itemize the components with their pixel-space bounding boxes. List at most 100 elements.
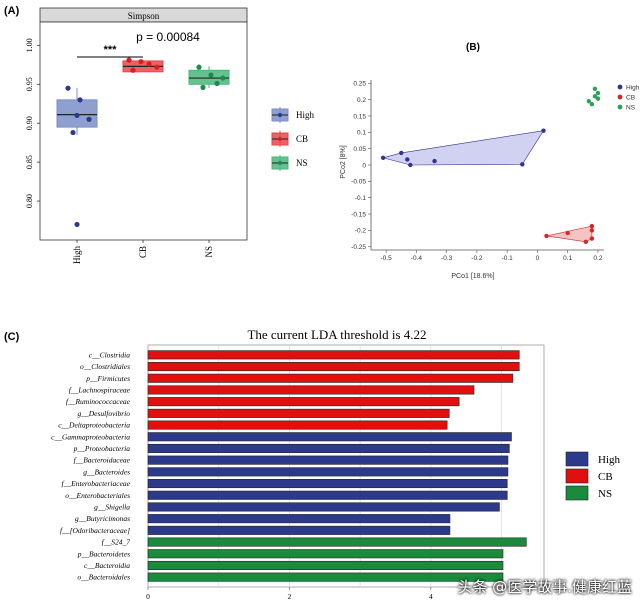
point-ns: [595, 96, 601, 101]
bar-label: g__Desulfovibrio: [78, 409, 131, 418]
significance-stars: ***: [104, 44, 118, 56]
x-tick-label: -0.1: [502, 255, 514, 262]
bar-label: f__Ruminococcaceae: [66, 397, 131, 406]
data-point: [214, 80, 220, 87]
bar-cb: [147, 408, 450, 418]
x-axis-title: PCo1 [18.6%]: [451, 273, 494, 280]
x-tick-label: NS: [204, 246, 214, 258]
y-tick-label: -0.2: [355, 228, 367, 235]
bar-label: c__Gammaproteobacteria: [51, 432, 130, 441]
bars: c__Clostridia o__Clostridiales p__Firmicut…: [51, 350, 527, 582]
axes: -0.5 -0.4 -0.3 -0.2 -0.1 0 0.1 0.2 -0.25 -0.2 -0.1…: [351, 81, 603, 262]
bar-label: f__[Odoribacteraceae]: [60, 526, 130, 535]
bar-label: o__Bacteroidales: [77, 573, 130, 582]
point-high: [541, 128, 546, 133]
y-axis-title: PCo2 [8%]: [340, 145, 347, 179]
legend: High CB NS: [617, 84, 640, 111]
x-tick-label: CB: [138, 246, 148, 258]
point-ns: [589, 101, 595, 107]
bar-ns: [147, 537, 527, 547]
data-point: [74, 221, 80, 228]
legend-label: NS: [296, 158, 308, 168]
y-tick-label: -0.25: [351, 244, 366, 251]
panel-b-pcoa: -0.5 -0.4 -0.3 -0.2 -0.1 0 0.1 0.2 -0.25 -0.2 -0.1…: [340, 80, 640, 280]
bar-high: [147, 525, 451, 535]
legend-key: [617, 94, 623, 100]
legend-key: [565, 468, 589, 484]
data-point: [154, 64, 160, 70]
y-tick-label: 0.15: [353, 113, 366, 120]
bar-label: g__Butyricimonas: [75, 514, 130, 523]
legend-key: [565, 485, 589, 501]
point-high: [405, 157, 410, 162]
x-axis: 0 2 4: [146, 587, 433, 601]
point-cb: [589, 228, 595, 233]
bar-label: p__Firmicutes: [85, 374, 130, 383]
point-ns: [586, 99, 592, 104]
y-tick-label: 1.00: [25, 38, 34, 52]
legend-label: CB: [296, 134, 308, 144]
panel-a-label: (A): [4, 5, 20, 17]
bar-ns: [147, 572, 504, 582]
data-point: [70, 129, 76, 136]
y-tick-label: -0.15: [351, 211, 366, 218]
legend-key: [617, 84, 623, 90]
x-tick-label: -0.5: [381, 255, 393, 262]
point-cb: [565, 230, 570, 236]
bar-cb: [147, 373, 514, 383]
lda-title: The current LDA threshold is 4.22: [247, 327, 426, 342]
point-high: [520, 162, 525, 167]
y-tick-label: 0.95: [25, 77, 34, 91]
bar-high: [147, 502, 500, 512]
bar-ns: [147, 560, 504, 570]
bar-label: c__Deltaproteobacteria: [58, 421, 130, 430]
bar-label: c__Clostridia: [89, 350, 131, 359]
data-point: [220, 75, 226, 81]
gridlines: [218, 345, 502, 587]
y-tick-label: 0.25: [353, 81, 366, 88]
legend-key: [617, 104, 623, 110]
legend-key-point: [278, 161, 282, 165]
y-tick-label: 0.85: [25, 155, 34, 169]
x-tick-label: 0: [536, 255, 540, 262]
legend-label: CB: [626, 94, 635, 101]
bar-high: [147, 479, 508, 489]
bar-cb: [147, 385, 475, 395]
p-value-annotation: p = 0.00084: [136, 30, 200, 44]
y-tick-label: -0.05: [351, 179, 366, 186]
x-tick-label: High: [72, 246, 82, 265]
bar-high: [147, 467, 509, 477]
hulls: [381, 130, 593, 243]
y-tick-label: 0.2: [357, 97, 366, 104]
panel-b-label: (B): [466, 42, 480, 53]
panel-c-lda: The current LDA threshold is 4.22 c__Clo…: [51, 327, 620, 601]
point-high: [380, 155, 386, 161]
bar-label: p__Bacteroidetes: [77, 549, 130, 558]
y-tick-label: 0.90: [25, 116, 34, 130]
legend-label: High: [598, 454, 621, 466]
point-high: [432, 158, 437, 164]
legend-key-point: [278, 113, 282, 117]
bar-cb: [147, 397, 460, 407]
x-tick-label: -0.3: [441, 255, 453, 262]
y-axis: 0.80 0.85 0.90 0.95 1.00: [25, 38, 40, 208]
panel-a-boxplot: Simpson p = 0.00084 *** 0.80 0.85 0.90 0.95…: [25, 7, 315, 265]
hull-high: [381, 130, 545, 166]
point-cb: [589, 236, 595, 241]
point-ns: [595, 90, 601, 96]
data-point: [138, 59, 144, 65]
data-point: [200, 84, 206, 90]
y-tick-label: 0: [362, 162, 366, 169]
x-tick-label: 4: [429, 592, 433, 601]
point-high: [408, 162, 413, 168]
boxes: [56, 57, 230, 228]
legend-label: NS: [598, 488, 612, 500]
y-tick-label: 0.05: [353, 146, 366, 153]
bar-cb: [147, 362, 520, 372]
bar-label: g__Bacteroides: [83, 467, 130, 476]
bar-label: f__S24_7: [102, 538, 131, 547]
bar-label: f__Bacteroidaceae: [74, 456, 131, 465]
bar-label: o__Clostridiales: [80, 362, 130, 371]
bar-cb: [147, 350, 520, 360]
